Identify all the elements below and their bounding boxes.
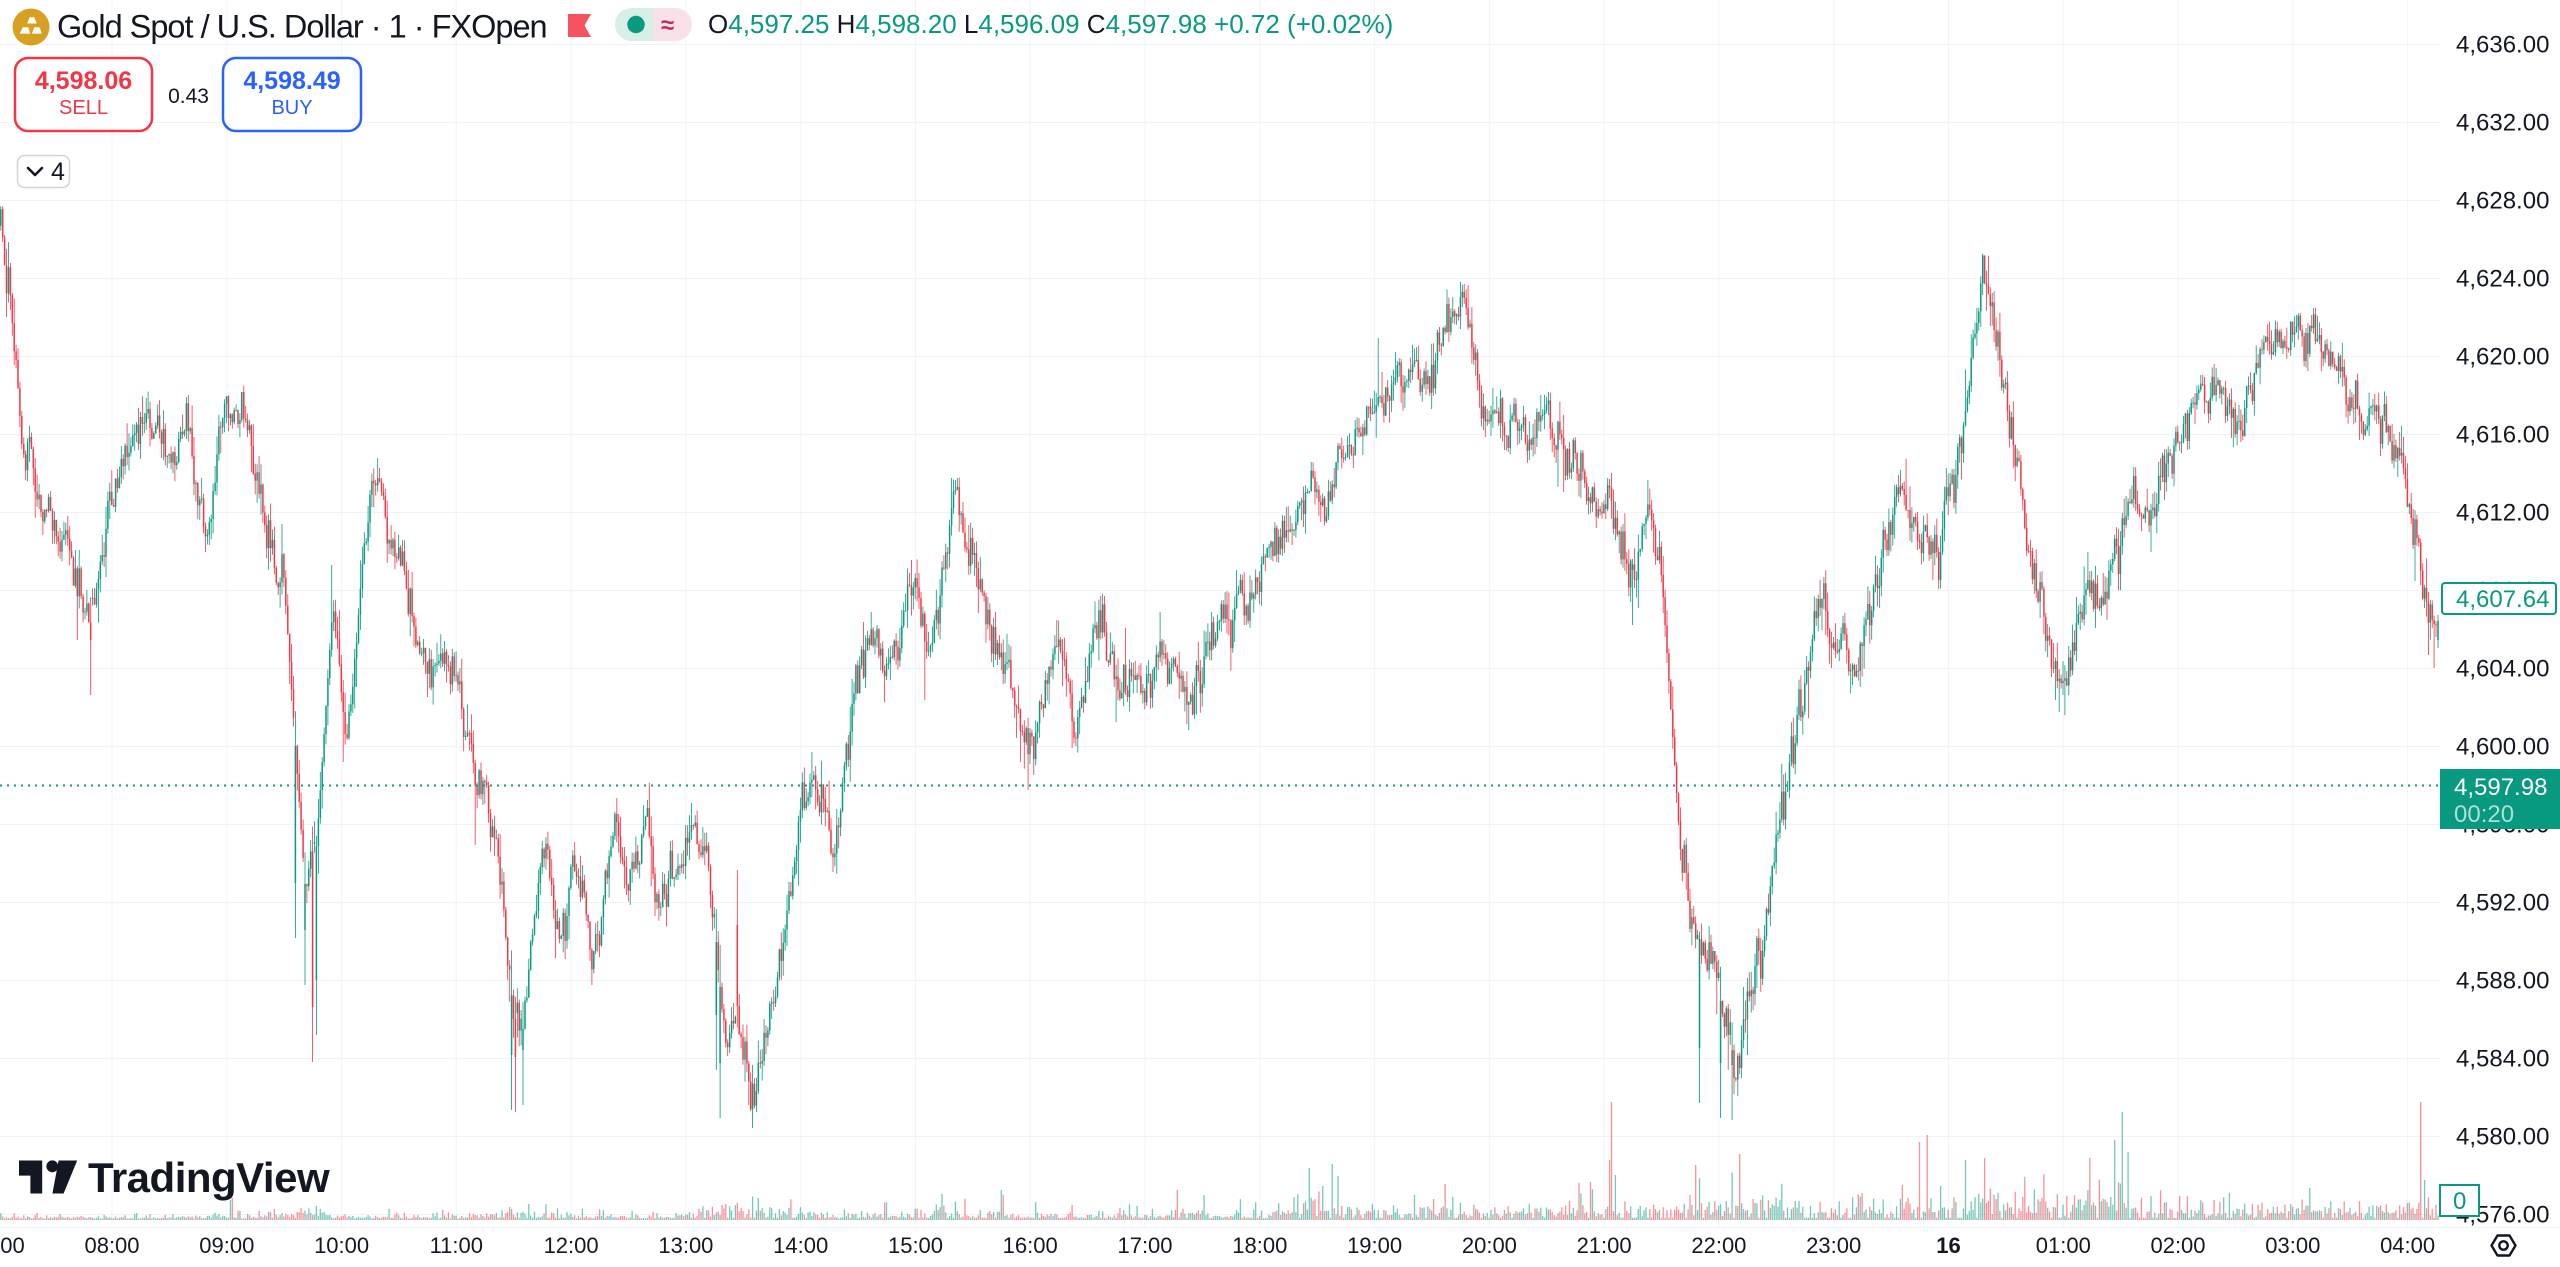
svg-text:16: 16 [1936, 1233, 1960, 1258]
svg-text:4,620.00: 4,620.00 [2456, 344, 2549, 371]
svg-text:09:00: 09:00 [199, 1233, 254, 1258]
svg-text:4,612.00: 4,612.00 [2456, 500, 2549, 527]
svg-text:11:00: 11:00 [430, 1233, 483, 1258]
svg-text:21:00: 21:00 [1577, 1233, 1632, 1258]
svg-text:18:00: 18:00 [1232, 1233, 1287, 1258]
svg-text:02:00: 02:00 [2150, 1233, 2205, 1258]
svg-text:BUY: BUY [271, 97, 312, 119]
svg-text:04:00: 04:00 [2380, 1233, 2435, 1258]
svg-text:01:00: 01:00 [2036, 1233, 2091, 1258]
svg-text:00:20: 00:20 [2454, 801, 2514, 828]
svg-text:4,580.00: 4,580.00 [2456, 1124, 2549, 1151]
svg-text:4,600.00: 4,600.00 [2456, 734, 2549, 761]
svg-text:0.43: 0.43 [168, 85, 209, 108]
svg-text:14:00: 14:00 [773, 1233, 828, 1258]
svg-text:4,604.00: 4,604.00 [2456, 656, 2549, 683]
svg-text:03:00: 03:00 [2265, 1233, 2320, 1258]
svg-text:0: 0 [2453, 1188, 2466, 1215]
svg-text:4,597.98: 4,597.98 [2454, 774, 2547, 801]
svg-text:4,592.00: 4,592.00 [2456, 890, 2549, 917]
svg-text:19:00: 19:00 [1347, 1233, 1402, 1258]
svg-text:SELL: SELL [59, 97, 108, 119]
svg-text:20:00: 20:00 [1462, 1233, 1517, 1258]
svg-text:4: 4 [51, 158, 65, 186]
svg-text:23:00: 23:00 [1806, 1233, 1861, 1258]
svg-text:4,607.64: 4,607.64 [2456, 586, 2549, 613]
svg-text:4,616.00: 4,616.00 [2456, 422, 2549, 449]
svg-text:4,598.06: 4,598.06 [35, 67, 132, 95]
svg-text:4,628.00: 4,628.00 [2456, 188, 2549, 215]
svg-text:13:00: 13:00 [658, 1233, 713, 1258]
svg-text:4,632.00: 4,632.00 [2456, 110, 2549, 137]
svg-text:07:00: 07:00 [0, 1233, 25, 1258]
svg-text:O4,597.25 H4,598.20 L4,596.09: O4,597.25 H4,598.20 L4,596.09 C4,597.98 … [708, 9, 1393, 39]
svg-text:4,584.00: 4,584.00 [2456, 1046, 2549, 1073]
svg-text:17:00: 17:00 [1117, 1233, 1172, 1258]
svg-text:Gold Spot / U.S. Dollar · 1 ·: Gold Spot / U.S. Dollar · 1 · FXOpen [57, 9, 547, 45]
svg-text:TradingView: TradingView [88, 1154, 330, 1201]
svg-text:12:00: 12:00 [544, 1233, 599, 1258]
svg-text:10:00: 10:00 [314, 1233, 369, 1258]
svg-text:15:00: 15:00 [888, 1233, 943, 1258]
svg-text:4,624.00: 4,624.00 [2456, 266, 2549, 293]
svg-text:4,636.00: 4,636.00 [2456, 32, 2549, 59]
svg-text:22:00: 22:00 [1691, 1233, 1746, 1258]
svg-text:08:00: 08:00 [84, 1233, 139, 1258]
svg-text:16:00: 16:00 [1003, 1233, 1058, 1258]
svg-text:4,598.49: 4,598.49 [243, 67, 340, 95]
svg-text:4,588.00: 4,588.00 [2456, 968, 2549, 995]
svg-text:≈: ≈ [661, 12, 674, 39]
